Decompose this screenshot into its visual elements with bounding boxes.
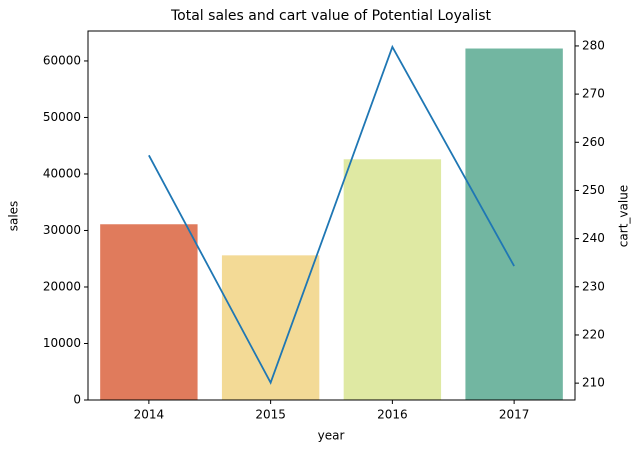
y2-tick-label: 280	[582, 38, 605, 52]
y2-tick-label: 240	[582, 231, 605, 245]
bar	[221, 255, 320, 400]
y2-tick-label: 250	[582, 183, 605, 197]
x-tick-label: 2014	[134, 408, 165, 422]
bar	[343, 159, 442, 400]
x-axis-label: year	[318, 429, 345, 443]
y-tick-label: 50000	[43, 110, 81, 124]
y-tick-label: 10000	[43, 336, 81, 350]
y-tick-label: 0	[73, 393, 81, 407]
line	[148, 44, 515, 385]
x-tick-label: 2015	[255, 408, 286, 422]
bar	[100, 224, 198, 400]
y2-tick-label: 270	[582, 87, 605, 101]
x-tick-label: 2016	[377, 408, 408, 422]
bar	[465, 48, 563, 401]
y2-tick-label: 260	[582, 135, 605, 149]
y2-tick-label: 230	[582, 279, 605, 293]
y-tick-label: 40000	[43, 166, 81, 180]
y2-tick-label: 210	[582, 376, 605, 390]
chart-title: Total sales and cart value of Potential …	[170, 8, 492, 24]
x-tick-label: 2017	[499, 408, 530, 422]
plot-frame	[87, 30, 576, 401]
y-tick-label: 60000	[43, 53, 81, 67]
y-tick-label: 30000	[43, 223, 81, 237]
y2-axis-label: cart_value	[617, 185, 631, 247]
y-axis-label: sales	[7, 201, 21, 232]
y2-tick-label: 220	[582, 327, 605, 341]
y-tick-label: 20000	[43, 279, 81, 293]
